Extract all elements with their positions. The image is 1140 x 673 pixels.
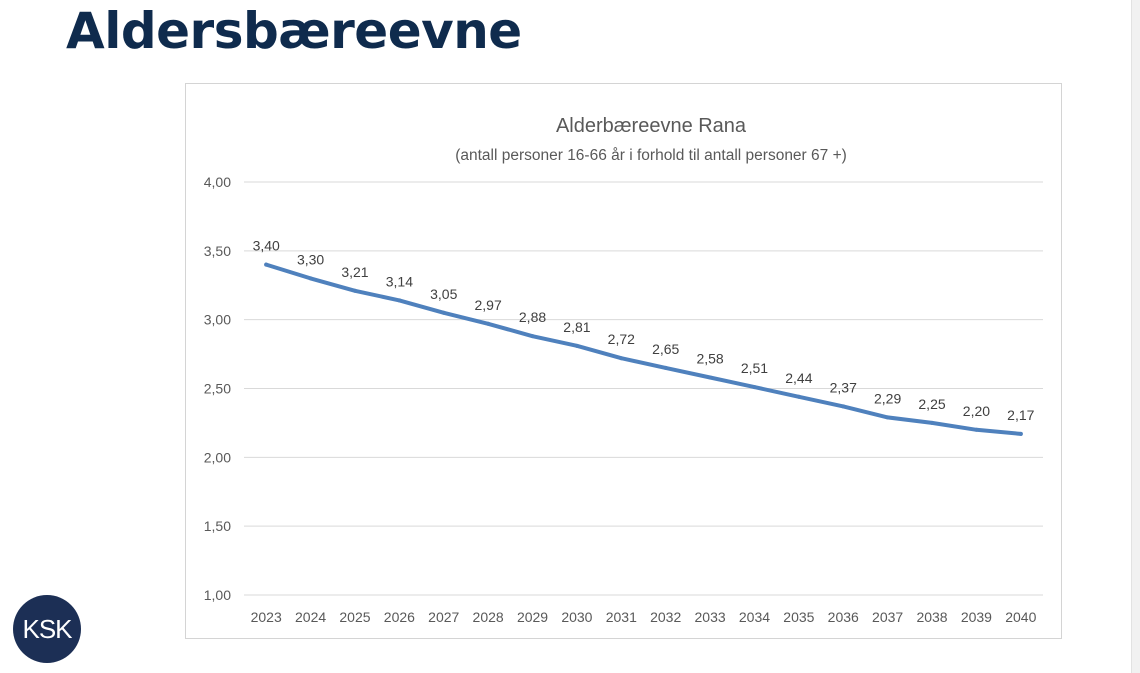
x-tick-label: 2036: [828, 609, 859, 625]
chart-title: Alderbæreevne Rana: [556, 115, 747, 137]
data-label: 2,20: [963, 403, 990, 419]
x-tick-label: 2030: [561, 609, 592, 625]
x-tick-label: 2026: [384, 609, 415, 625]
data-point: [796, 394, 801, 399]
data-label: 2,37: [830, 379, 857, 395]
ksk-logo: KSK: [13, 595, 81, 663]
x-tick-label: 2039: [961, 609, 992, 625]
x-tick-label: 2034: [739, 609, 770, 625]
series-line-layer: [264, 262, 1023, 436]
y-tick-label: 4,00: [204, 174, 231, 190]
y-tick-label: 2,00: [204, 449, 231, 465]
data-label: 2,25: [918, 396, 945, 412]
y-tick-label: 3,00: [204, 312, 231, 328]
data-point: [885, 415, 890, 420]
x-tick-label: 2040: [1005, 609, 1036, 625]
scrollbar-track[interactable]: [1131, 0, 1140, 673]
data-label: 3,30: [297, 251, 324, 267]
data-point: [264, 262, 269, 267]
data-label: 3,14: [386, 273, 413, 289]
data-point: [308, 276, 313, 281]
y-tick-label: 3,50: [204, 243, 231, 259]
data-point: [974, 427, 979, 432]
x-tick-label: 2029: [517, 609, 548, 625]
data-point: [441, 310, 446, 315]
data-point: [841, 404, 846, 409]
x-tick-label: 2032: [650, 609, 681, 625]
x-axis: 2023 2024 2025 2026 2027 2028 2029 2030 2031 2032…: [251, 609, 1037, 625]
data-point: [752, 385, 757, 390]
x-tick-label: 2031: [606, 609, 637, 625]
y-tick-label: 1,00: [204, 587, 231, 603]
data-point: [397, 298, 402, 303]
data-point: [352, 288, 357, 293]
y-axis: 1,00 1,50 2,00 2,50 3,00 3,50 4,00: [204, 174, 231, 603]
series-line: [264, 262, 1023, 436]
x-tick-label: 2028: [473, 609, 504, 625]
data-point: [708, 375, 713, 380]
data-label: 2,17: [1007, 407, 1034, 423]
x-tick-label: 2027: [428, 609, 459, 625]
data-point: [663, 365, 668, 370]
data-point: [930, 420, 935, 425]
data-point: [1018, 431, 1023, 436]
gridlines: [244, 181, 1043, 596]
x-tick-label: 2035: [783, 609, 814, 625]
x-tick-label: 2033: [695, 609, 726, 625]
data-label: 2,72: [608, 331, 635, 347]
x-tick-label: 2023: [251, 609, 282, 625]
y-tick-label: 1,50: [204, 518, 231, 534]
x-tick-label: 2025: [339, 609, 370, 625]
data-point: [530, 334, 535, 339]
data-label: 2,81: [563, 319, 590, 335]
x-tick-label: 2024: [295, 609, 326, 625]
data-label: 3,05: [430, 286, 457, 302]
data-labels: 3,40 3,30 3,21 3,14 3,05 2,97 2,88 2,81 2,72 2,65…: [253, 238, 1035, 423]
logo-text: KSK: [22, 614, 73, 644]
data-label: 2,88: [519, 309, 546, 325]
x-tick-label: 2037: [872, 609, 903, 625]
chart-subtitle: (antall personer 16-66 år i forhold til …: [455, 147, 847, 164]
y-tick-label: 2,50: [204, 381, 231, 397]
line-chart: Alderbæreevne Rana (antall personer 16-6…: [204, 115, 1043, 625]
data-point: [574, 343, 579, 348]
page-title: Aldersbæreevne: [66, 2, 522, 60]
data-point: [486, 321, 491, 326]
data-point: [619, 356, 624, 361]
chart-container: Alderbæreevne Rana (antall personer 16-6…: [185, 83, 1062, 639]
data-label: 2,65: [652, 341, 679, 357]
x-tick-label: 2038: [916, 609, 947, 625]
data-label: 2,44: [785, 370, 812, 386]
data-label: 3,40: [253, 238, 280, 254]
data-label: 3,21: [341, 264, 368, 280]
data-label: 2,29: [874, 390, 901, 406]
data-label: 2,58: [696, 350, 723, 366]
data-label: 2,51: [741, 360, 768, 376]
data-label: 2,97: [475, 297, 502, 313]
